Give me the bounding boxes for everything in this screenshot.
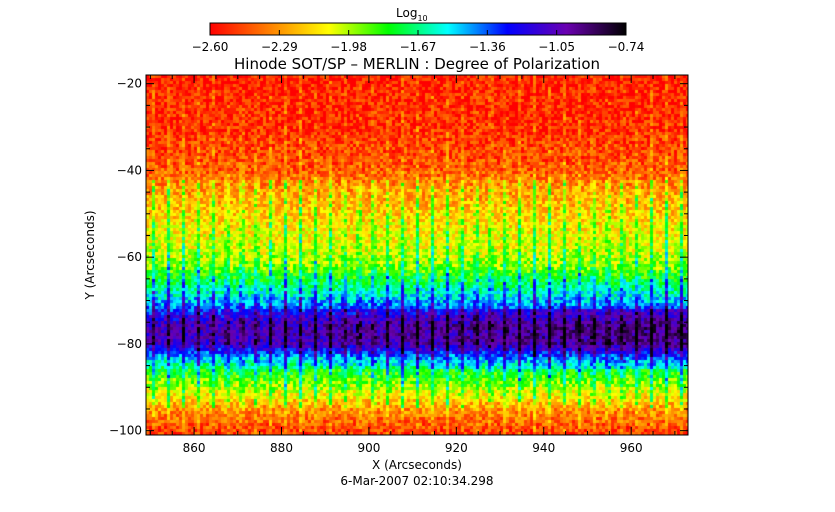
y-axis-title: Y (Arcseconds) [83,210,97,300]
chart-title: Hinode SOT/SP – MERLIN : Degree of Polar… [234,55,600,73]
y-tick-label: −80 [117,337,142,351]
colorbar-tick-label: −1.05 [538,40,575,54]
x-axis: 860 880 900 920 940 960 [149,75,676,455]
colorbar-title: Log10 [396,6,428,23]
colorbar-ticks: −2.60 −2.29 −1.98 −1.67 −1.36 −1.05 −0.74 [192,30,645,54]
y-tick-label: −40 [117,163,142,177]
x-tick-label: 960 [620,441,643,455]
colorbar-tick-label: −1.67 [400,40,437,54]
y-axis: −20 −40 −60 −80 −100 [109,77,688,438]
colorbar-tick-label: −1.36 [469,40,506,54]
heatmap-raster [146,75,688,435]
y-tick-label: −60 [117,250,142,264]
x-tick-label: 880 [270,441,293,455]
colorbar-tick-label: −0.74 [608,40,645,54]
colorbar-tick-label: −1.98 [330,40,367,54]
x-tick-label: 920 [445,441,468,455]
x-tick-label: 940 [532,441,555,455]
plot-frame [145,74,689,436]
y-tick-label: −20 [117,77,142,91]
y-tick-label: −100 [109,424,142,438]
date-label: 6-Mar-2007 02:10:34.298 [340,474,493,488]
colorbar-tick-label: −2.60 [192,40,229,54]
heatmap-image [146,75,688,435]
colorbar-tick-label: −2.29 [261,40,298,54]
x-axis-title: X (Arcseconds) [372,458,462,472]
x-tick-label: 860 [183,441,206,455]
x-tick-label: 900 [357,441,380,455]
